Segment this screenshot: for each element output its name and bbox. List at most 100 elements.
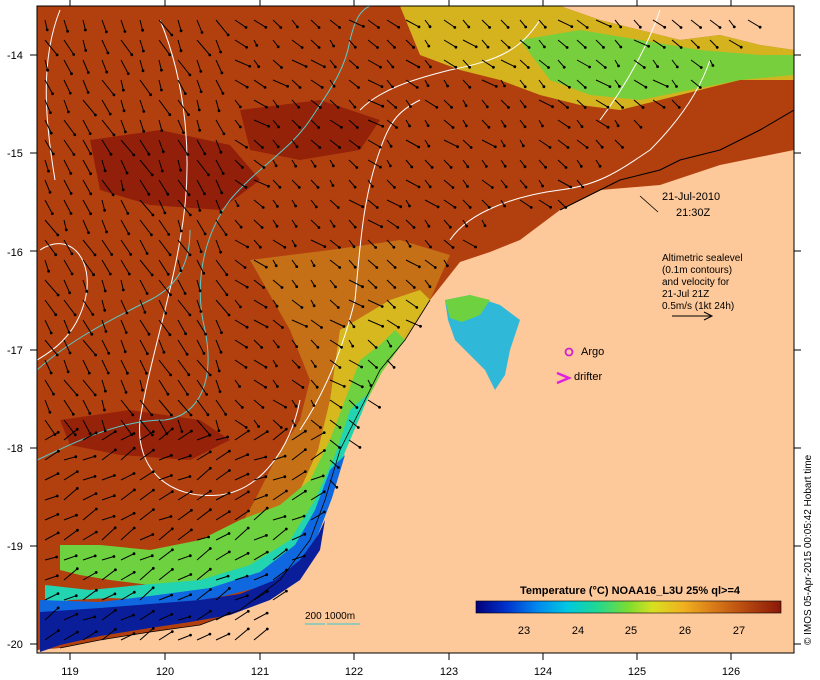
velocity-arrow xyxy=(63,529,78,541)
velocity-arrow xyxy=(405,319,421,327)
velocity-arrow-head xyxy=(55,353,59,357)
velocity-arrow-head xyxy=(339,406,343,409)
velocity-arrow-head xyxy=(570,25,574,28)
velocity-arrow xyxy=(120,489,135,501)
velocity-arrow xyxy=(44,473,59,481)
velocity-arrow-head xyxy=(274,164,278,168)
velocity-arrow-head xyxy=(642,66,646,69)
velocity-arrow-head xyxy=(75,393,79,397)
velocity-arrow xyxy=(63,514,77,521)
velocity-arrow-head xyxy=(392,366,396,369)
velocity-arrow-head xyxy=(105,230,108,234)
velocity-arrow xyxy=(120,419,133,435)
velocity-arrow xyxy=(557,159,567,168)
velocity-arrow-head xyxy=(267,184,270,188)
velocity-arrow xyxy=(139,19,144,31)
velocity-arrow-head xyxy=(67,110,70,114)
velocity-arrow-head xyxy=(84,49,88,52)
velocity-arrow xyxy=(614,99,623,108)
velocity-arrow xyxy=(538,99,553,108)
velocity-arrow xyxy=(234,628,249,641)
altimetry-line: Altimetric sealevel xyxy=(662,253,743,264)
velocity-arrow xyxy=(272,79,288,87)
velocity-arrow-head xyxy=(87,231,90,235)
velocity-arrow xyxy=(234,610,249,621)
velocity-arrow xyxy=(177,594,191,601)
velocity-arrow xyxy=(386,119,397,128)
velocity-arrow xyxy=(405,259,420,268)
velocity-arrow-head xyxy=(285,548,288,552)
velocity-arrow xyxy=(101,179,114,196)
altimetry-line: 21-Jul 21Z xyxy=(662,289,709,300)
velocity-arrow xyxy=(101,449,116,461)
velocity-arrow-head xyxy=(465,224,469,228)
velocity-arrow-head xyxy=(93,615,97,619)
velocity-arrow-head xyxy=(185,352,189,356)
velocity-arrow xyxy=(120,591,135,601)
velocity-arrow xyxy=(101,219,108,233)
velocity-arrow xyxy=(196,179,205,194)
velocity-arrow-head xyxy=(205,393,209,396)
velocity-arrow xyxy=(424,179,431,188)
velocity-arrow-head xyxy=(163,211,167,215)
velocity-arrow-head xyxy=(238,105,242,109)
velocity-arrow xyxy=(557,99,568,108)
velocity-arrow-head xyxy=(391,65,395,69)
velocity-arrow-head xyxy=(529,206,533,209)
velocity-arrow-head xyxy=(380,225,383,229)
velocity-arrow-head xyxy=(609,25,612,28)
velocity-arrow xyxy=(500,59,516,68)
argo-label: Argo xyxy=(581,346,604,358)
velocity-arrow-head xyxy=(48,410,52,414)
velocity-arrow-head xyxy=(265,573,269,577)
velocity-arrow xyxy=(101,39,109,54)
velocity-arrow-head xyxy=(71,412,75,416)
velocity-arrow xyxy=(310,99,321,108)
velocity-arrow xyxy=(120,139,135,156)
velocity-arrow xyxy=(215,633,230,641)
velocity-arrow xyxy=(101,475,115,481)
velocity-arrow xyxy=(595,99,609,108)
velocity-arrow xyxy=(82,79,89,93)
velocity-arrow-head xyxy=(257,65,261,68)
velocity-arrow-head xyxy=(377,26,380,29)
velocity-arrow-head xyxy=(356,426,360,429)
velocity-arrow-head xyxy=(241,166,244,169)
velocity-arrow-head xyxy=(265,627,269,631)
velocity-arrow xyxy=(690,39,699,48)
velocity-arrow xyxy=(481,59,494,68)
velocity-arrow-head xyxy=(265,506,269,510)
velocity-arrow-head xyxy=(94,353,97,357)
velocity-arrow xyxy=(310,475,324,481)
velocity-arrow xyxy=(196,379,208,395)
velocity-arrow xyxy=(652,79,668,87)
velocity-arrow-head xyxy=(276,345,280,349)
velocity-arrow xyxy=(177,339,188,355)
velocity-arrow xyxy=(443,179,454,188)
velocity-arrow-head xyxy=(258,245,262,249)
velocity-arrow xyxy=(234,339,247,348)
velocity-arrow-head xyxy=(132,446,136,450)
velocity-arrow xyxy=(44,79,53,94)
velocity-arrow-head xyxy=(92,273,95,277)
velocity-arrow-head xyxy=(566,106,569,109)
velocity-arrow-head xyxy=(380,85,384,88)
velocity-arrow xyxy=(576,139,588,148)
velocity-arrow xyxy=(196,467,211,481)
isobath-label: 200 1000m xyxy=(305,611,355,622)
velocity-arrow-head xyxy=(198,289,202,293)
velocity-arrow-head xyxy=(317,126,321,129)
velocity-arrow-head xyxy=(549,205,552,209)
velocity-arrow-head xyxy=(276,145,280,149)
velocity-arrow-head xyxy=(567,126,571,129)
velocity-arrow-head xyxy=(224,233,228,237)
velocity-arrow xyxy=(44,279,59,296)
velocity-arrow-head xyxy=(218,390,222,393)
velocity-arrow-head xyxy=(228,469,231,472)
velocity-arrow xyxy=(215,551,230,561)
velocity-arrow xyxy=(538,139,551,148)
velocity-arrow-head xyxy=(322,490,326,494)
velocity-arrow xyxy=(462,59,470,68)
velocity-arrow-head xyxy=(304,429,307,433)
velocity-arrow xyxy=(310,39,320,48)
